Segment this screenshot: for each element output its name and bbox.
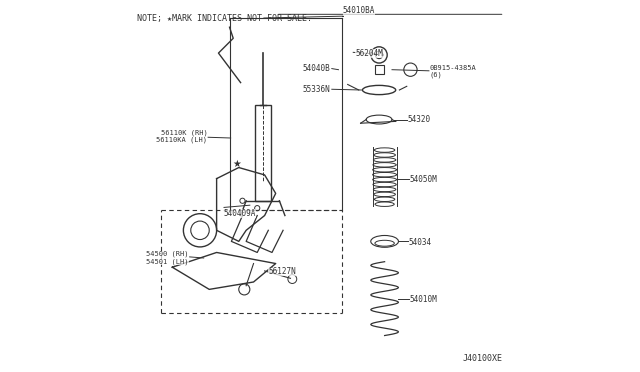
Text: 55336N: 55336N bbox=[303, 85, 331, 94]
Text: 540409A: 540409A bbox=[223, 209, 255, 218]
Text: J40100XE: J40100XE bbox=[463, 354, 503, 363]
Text: NOTE; ★MARK INDICATES NOT FOR SALE.: NOTE; ★MARK INDICATES NOT FOR SALE. bbox=[137, 14, 312, 23]
Text: 54010BA: 54010BA bbox=[343, 6, 375, 15]
Text: 54050M: 54050M bbox=[410, 175, 438, 184]
Text: 56127N: 56127N bbox=[268, 267, 296, 276]
Text: 54500 (RH)
54501 (LH): 54500 (RH) 54501 (LH) bbox=[147, 251, 189, 265]
Text: 56204M: 56204M bbox=[355, 49, 383, 58]
Bar bbox=[374, 65, 383, 74]
Text: 54040B: 54040B bbox=[303, 64, 331, 73]
Text: 0B915-4385A
(6): 0B915-4385A (6) bbox=[429, 65, 476, 78]
Bar bbox=[255, 105, 271, 201]
Text: 56110K (RH)
56110KA (LH): 56110K (RH) 56110KA (LH) bbox=[156, 129, 207, 143]
Text: 54034: 54034 bbox=[408, 238, 432, 247]
Text: ★: ★ bbox=[232, 159, 241, 169]
Text: 54010M: 54010M bbox=[410, 295, 438, 304]
Text: 54320: 54320 bbox=[408, 115, 431, 124]
